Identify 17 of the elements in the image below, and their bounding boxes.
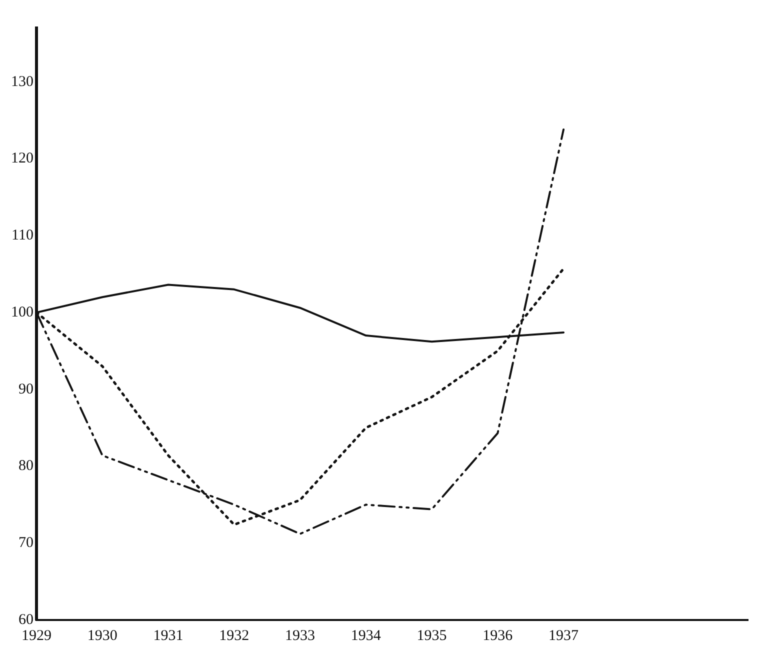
x-tick-label: 1934 xyxy=(350,628,382,644)
y-tick-label: 120 xyxy=(11,150,34,167)
x-tick-label: 1929 xyxy=(22,628,52,644)
x-tick-label: 1932 xyxy=(219,628,250,644)
x-tick-label: 1930 xyxy=(87,628,118,644)
y-tick-label: 100 xyxy=(11,304,34,320)
y-tick-label: 80 xyxy=(18,458,34,474)
y-tick-label: 70 xyxy=(18,535,34,552)
x-tick-label: 1931 xyxy=(153,628,184,644)
x-tick-label: 1937 xyxy=(548,628,580,644)
y-tick-label: 130 xyxy=(11,74,34,90)
y-tick-label: 60 xyxy=(18,612,34,628)
y-tick-label: 90 xyxy=(18,381,34,398)
x-tick-label: 1936 xyxy=(482,628,514,644)
x-tick-label: 1935 xyxy=(416,628,447,644)
y-tick-label: 110 xyxy=(12,228,34,244)
x-tick-label: 1933 xyxy=(285,628,316,644)
